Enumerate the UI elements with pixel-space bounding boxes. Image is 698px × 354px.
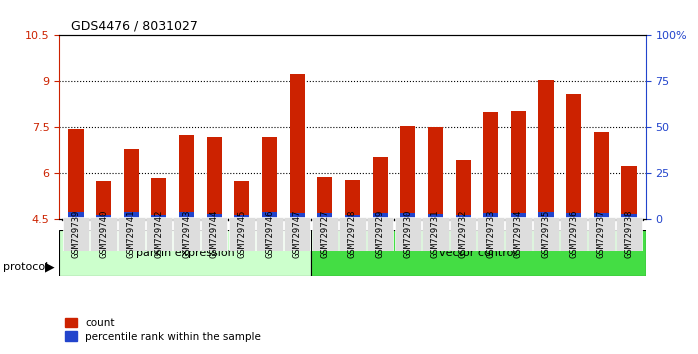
Text: ▶: ▶ bbox=[45, 261, 55, 274]
Bar bbox=[373, 213, 388, 219]
Bar bbox=[262, 212, 277, 219]
Bar bbox=[400, 126, 415, 219]
Text: GSM729747: GSM729747 bbox=[292, 210, 302, 258]
Bar bbox=[566, 94, 581, 219]
Text: vector control: vector control bbox=[439, 248, 517, 258]
Bar bbox=[483, 112, 498, 219]
Bar bbox=[290, 213, 305, 219]
Text: GDS4476 / 8031027: GDS4476 / 8031027 bbox=[71, 20, 198, 33]
Bar bbox=[483, 213, 498, 219]
Text: GSM729730: GSM729730 bbox=[403, 210, 413, 258]
Bar bbox=[262, 137, 277, 219]
FancyBboxPatch shape bbox=[422, 217, 449, 251]
Bar bbox=[428, 214, 443, 219]
Text: GSM729736: GSM729736 bbox=[570, 210, 578, 258]
Bar bbox=[235, 181, 249, 219]
Text: GSM729744: GSM729744 bbox=[209, 210, 218, 258]
FancyBboxPatch shape bbox=[450, 217, 477, 251]
Bar bbox=[456, 160, 470, 219]
Bar bbox=[207, 214, 222, 219]
FancyBboxPatch shape bbox=[146, 217, 172, 251]
Text: GSM729743: GSM729743 bbox=[182, 210, 191, 258]
FancyBboxPatch shape bbox=[173, 217, 200, 251]
FancyBboxPatch shape bbox=[311, 217, 338, 251]
Bar bbox=[511, 213, 526, 219]
Text: GSM729745: GSM729745 bbox=[237, 210, 246, 258]
Text: GSM729727: GSM729727 bbox=[320, 210, 329, 258]
Bar bbox=[151, 215, 167, 219]
Text: GSM729729: GSM729729 bbox=[376, 210, 385, 258]
Bar bbox=[290, 74, 305, 219]
FancyBboxPatch shape bbox=[284, 217, 311, 251]
Bar bbox=[400, 213, 415, 219]
Bar bbox=[428, 127, 443, 219]
FancyBboxPatch shape bbox=[367, 217, 394, 251]
FancyBboxPatch shape bbox=[616, 217, 642, 251]
Bar bbox=[68, 129, 84, 219]
FancyBboxPatch shape bbox=[533, 217, 559, 251]
Bar bbox=[124, 149, 139, 219]
Bar bbox=[538, 212, 554, 219]
FancyBboxPatch shape bbox=[201, 217, 228, 251]
Bar bbox=[566, 213, 581, 219]
FancyBboxPatch shape bbox=[90, 217, 117, 251]
Text: GSM729740: GSM729740 bbox=[99, 210, 108, 258]
Bar bbox=[594, 132, 609, 219]
Bar bbox=[96, 181, 111, 219]
Bar bbox=[511, 110, 526, 219]
Bar bbox=[207, 137, 222, 219]
Bar bbox=[345, 179, 360, 219]
Bar bbox=[345, 215, 360, 219]
Text: protocol: protocol bbox=[3, 262, 49, 272]
Bar bbox=[456, 215, 470, 219]
FancyBboxPatch shape bbox=[118, 217, 144, 251]
Text: GSM729734: GSM729734 bbox=[514, 210, 523, 258]
FancyBboxPatch shape bbox=[311, 230, 646, 276]
FancyBboxPatch shape bbox=[505, 217, 532, 251]
Text: GSM729735: GSM729735 bbox=[542, 210, 551, 258]
Text: GSM729732: GSM729732 bbox=[459, 210, 468, 258]
Text: GSM729733: GSM729733 bbox=[487, 210, 496, 258]
Legend: count, percentile rank within the sample: count, percentile rank within the sample bbox=[64, 318, 261, 342]
FancyBboxPatch shape bbox=[59, 230, 311, 276]
Bar bbox=[179, 212, 194, 219]
Bar bbox=[594, 213, 609, 219]
FancyBboxPatch shape bbox=[394, 217, 421, 251]
FancyBboxPatch shape bbox=[339, 217, 366, 251]
FancyBboxPatch shape bbox=[228, 217, 255, 251]
Bar bbox=[124, 212, 139, 219]
Text: GSM729728: GSM729728 bbox=[348, 210, 357, 258]
Text: GSM729739: GSM729739 bbox=[71, 210, 80, 258]
Text: GSM729731: GSM729731 bbox=[431, 210, 440, 258]
FancyBboxPatch shape bbox=[560, 217, 587, 251]
Text: GSM729742: GSM729742 bbox=[154, 210, 163, 258]
FancyBboxPatch shape bbox=[256, 217, 283, 251]
Bar bbox=[621, 214, 637, 219]
Bar bbox=[538, 80, 554, 219]
Text: parkin expression: parkin expression bbox=[135, 248, 235, 258]
Bar bbox=[235, 215, 249, 219]
Bar bbox=[317, 177, 332, 219]
FancyBboxPatch shape bbox=[477, 217, 504, 251]
Bar bbox=[317, 213, 332, 219]
FancyBboxPatch shape bbox=[588, 217, 615, 251]
Text: GSM729741: GSM729741 bbox=[127, 210, 135, 258]
Bar bbox=[373, 156, 388, 219]
Bar bbox=[621, 166, 637, 219]
Bar bbox=[96, 215, 111, 219]
Bar bbox=[179, 135, 194, 219]
Text: GSM729746: GSM729746 bbox=[265, 210, 274, 258]
Bar bbox=[68, 212, 84, 219]
FancyBboxPatch shape bbox=[63, 217, 89, 251]
Bar bbox=[151, 178, 167, 219]
Text: GSM729737: GSM729737 bbox=[597, 210, 606, 258]
Text: GSM729738: GSM729738 bbox=[625, 210, 634, 258]
